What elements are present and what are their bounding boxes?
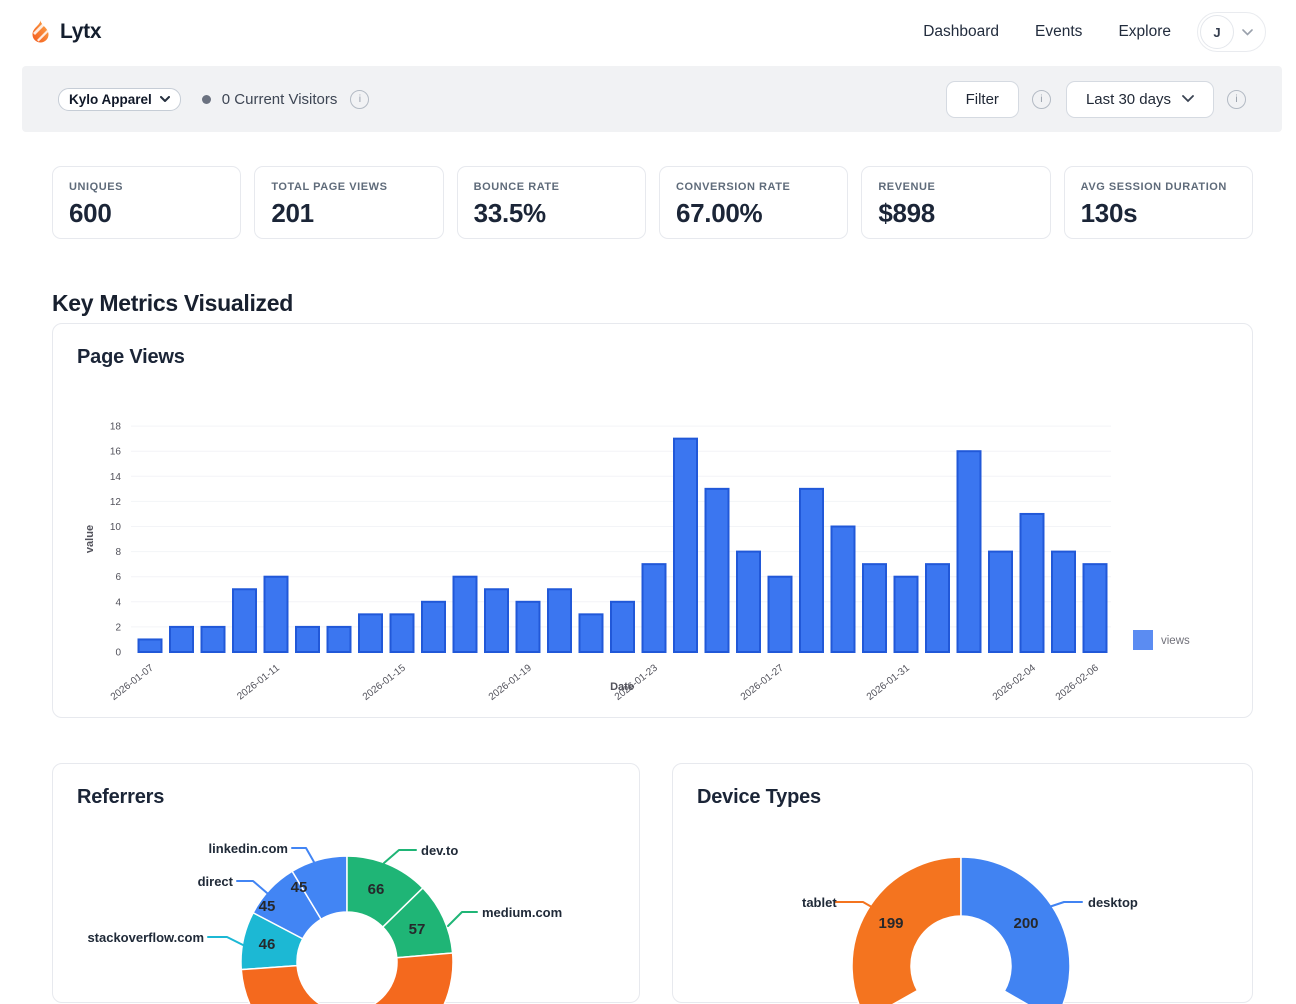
slice-value-devto: 66 [368,881,385,898]
chevron-down-icon [1242,28,1253,36]
stat-card-revenue: REVENUE $898 [861,166,1051,239]
svg-text:2026-01-27: 2026-01-27 [739,662,786,702]
device-types-donut-chart: tablet desktop 199 200 [802,856,1138,1004]
nav-link-explore[interactable]: Explore [1118,23,1171,40]
slice-label-direct: direct [198,874,234,889]
svg-text:12: 12 [110,497,122,508]
select-caret-icon [159,95,170,103]
stat-value: 67.00% [675,198,763,228]
flame-logo-icon [30,19,51,45]
slice-label-desktop: desktop [1088,895,1138,910]
svg-text:2026-01-19: 2026-01-19 [487,662,534,702]
filter-button-label: Filter [965,90,999,108]
svg-text:Date: Date [610,681,634,693]
svg-text:16: 16 [110,447,122,458]
date-range-button[interactable]: Last 30 days [1065,80,1214,118]
slice-label-devto: dev.to [421,843,458,858]
svg-text:value: value [84,525,96,553]
site-selector-value: Kylo Apparel [69,91,152,107]
stat-card-session-duration: AVG SESSION DURATION 130s [1063,166,1253,239]
filter-button[interactable]: Filter [945,80,1019,118]
svg-text:14: 14 [110,472,122,483]
nav-link-events[interactable]: Events [1035,23,1083,40]
svg-text:2: 2 [115,622,121,633]
user-menu[interactable]: J [1197,12,1266,52]
stat-value: $898 [878,198,935,228]
nav-links: Dashboard Events Explore [923,23,1171,41]
referrers-labels: linkedin.com direct stackoverflow.com de… [87,841,562,953]
date-range-label: Last 30 days [1085,90,1171,108]
referrers-card: Referrers linkedin.com direct stackoverf… [52,763,640,1004]
chevron-down-icon [1182,95,1194,103]
section-title: Key Metrics Visualized [52,290,293,317]
slice-value-tablet: 199 [878,915,903,932]
slice-label-linkedin: linkedin.com [209,841,288,856]
visitors-info-icon[interactable]: i [350,89,370,109]
svg-text:0: 0 [115,648,121,659]
stat-label: BOUNCE RATE [473,181,560,193]
visitors-status-dot [201,94,211,104]
svg-text:views: views [1161,635,1190,647]
device-types-title: Device Types [697,786,821,808]
stat-value: 33.5% [473,198,547,228]
stat-label: AVG SESSION DURATION [1080,181,1227,193]
svg-text:2026-01-15: 2026-01-15 [361,662,408,702]
device-types-labels: tablet desktop 199 200 [802,895,1138,932]
stats-row: UNIQUES 600 TOTAL PAGE VIEWS 201 BOUNCE … [52,166,1253,239]
slice-value-medium: 57 [409,921,426,938]
slice-value-linkedin: 45 [291,879,308,896]
slice-value-desktop: 200 [1013,915,1038,932]
svg-text:4: 4 [115,597,121,608]
nav-link-dashboard[interactable]: Dashboard [923,23,1000,40]
svg-text:18: 18 [110,422,122,433]
stat-label: TOTAL PAGE VIEWS [271,181,388,193]
referrers-title: Referrers [77,786,165,808]
stat-card-conversion-rate: CONVERSION RATE 67.00% [658,166,849,239]
filter-info-icon[interactable]: i [1031,89,1051,109]
device-types-card: Device Types tablet desktop 199 200 [672,763,1253,1004]
slice-label-stackoverflow: stackoverflow.com [87,930,204,945]
filter-controls: Filter i Last 30 days i [945,80,1246,118]
svg-text:8: 8 [115,547,121,558]
date-range-info-icon[interactable]: i [1227,89,1246,109]
page-views-card: Page Views 0 2 4 6 8 10 12 14 16 18 2026-01-07 2026… [52,323,1253,718]
site-selector[interactable]: Kylo Apparel [58,87,181,111]
svg-text:2026-01-11: 2026-01-11 [235,662,282,702]
top-nav: Lytx Dashboard Events Explore J [0,0,1296,64]
svg-text:2026-01-31: 2026-01-31 [865,662,912,702]
stat-card-page-views: TOTAL PAGE VIEWS 201 [254,166,444,239]
svg-text:10: 10 [110,522,122,533]
page-views-title: Page Views [77,346,185,368]
referrers-donut-chart: linkedin.com direct stackoverflow.com de… [87,841,562,1004]
stat-label: CONVERSION RATE [675,181,791,193]
stat-label: REVENUE [878,181,936,193]
stat-card-uniques: UNIQUES 600 [52,166,242,239]
stat-card-bounce-rate: BOUNCE RATE 33.5% [456,166,646,239]
svg-text:2026-02-06: 2026-02-06 [1054,662,1101,702]
svg-text:6: 6 [115,572,121,583]
page-views-bar-chart: 0 2 4 6 8 10 12 14 16 18 2026-01-07 2026-01-11 2026-… [84,422,1190,703]
avatar: J [1200,15,1234,49]
brand-name: Lytx [60,20,102,43]
slice-value-stackoverflow: 46 [259,936,276,953]
stat-value: 201 [271,198,314,228]
stat-label: UNIQUES [69,181,123,193]
stat-value: 130s [1080,198,1138,228]
svg-text:2026-01-07: 2026-01-07 [109,662,156,702]
svg-text:2026-02-04: 2026-02-04 [991,662,1038,702]
slice-value-direct: 45 [259,898,276,915]
filters-bar: Kylo Apparel 0 Current Visitors i Filter… [22,66,1282,132]
slice-label-tablet: tablet [802,895,837,910]
stat-value: 600 [69,198,112,228]
brand[interactable]: Lytx [30,19,102,45]
slice-label-medium: medium.com [482,905,562,920]
current-visitors: 0 Current Visitors [221,90,338,108]
